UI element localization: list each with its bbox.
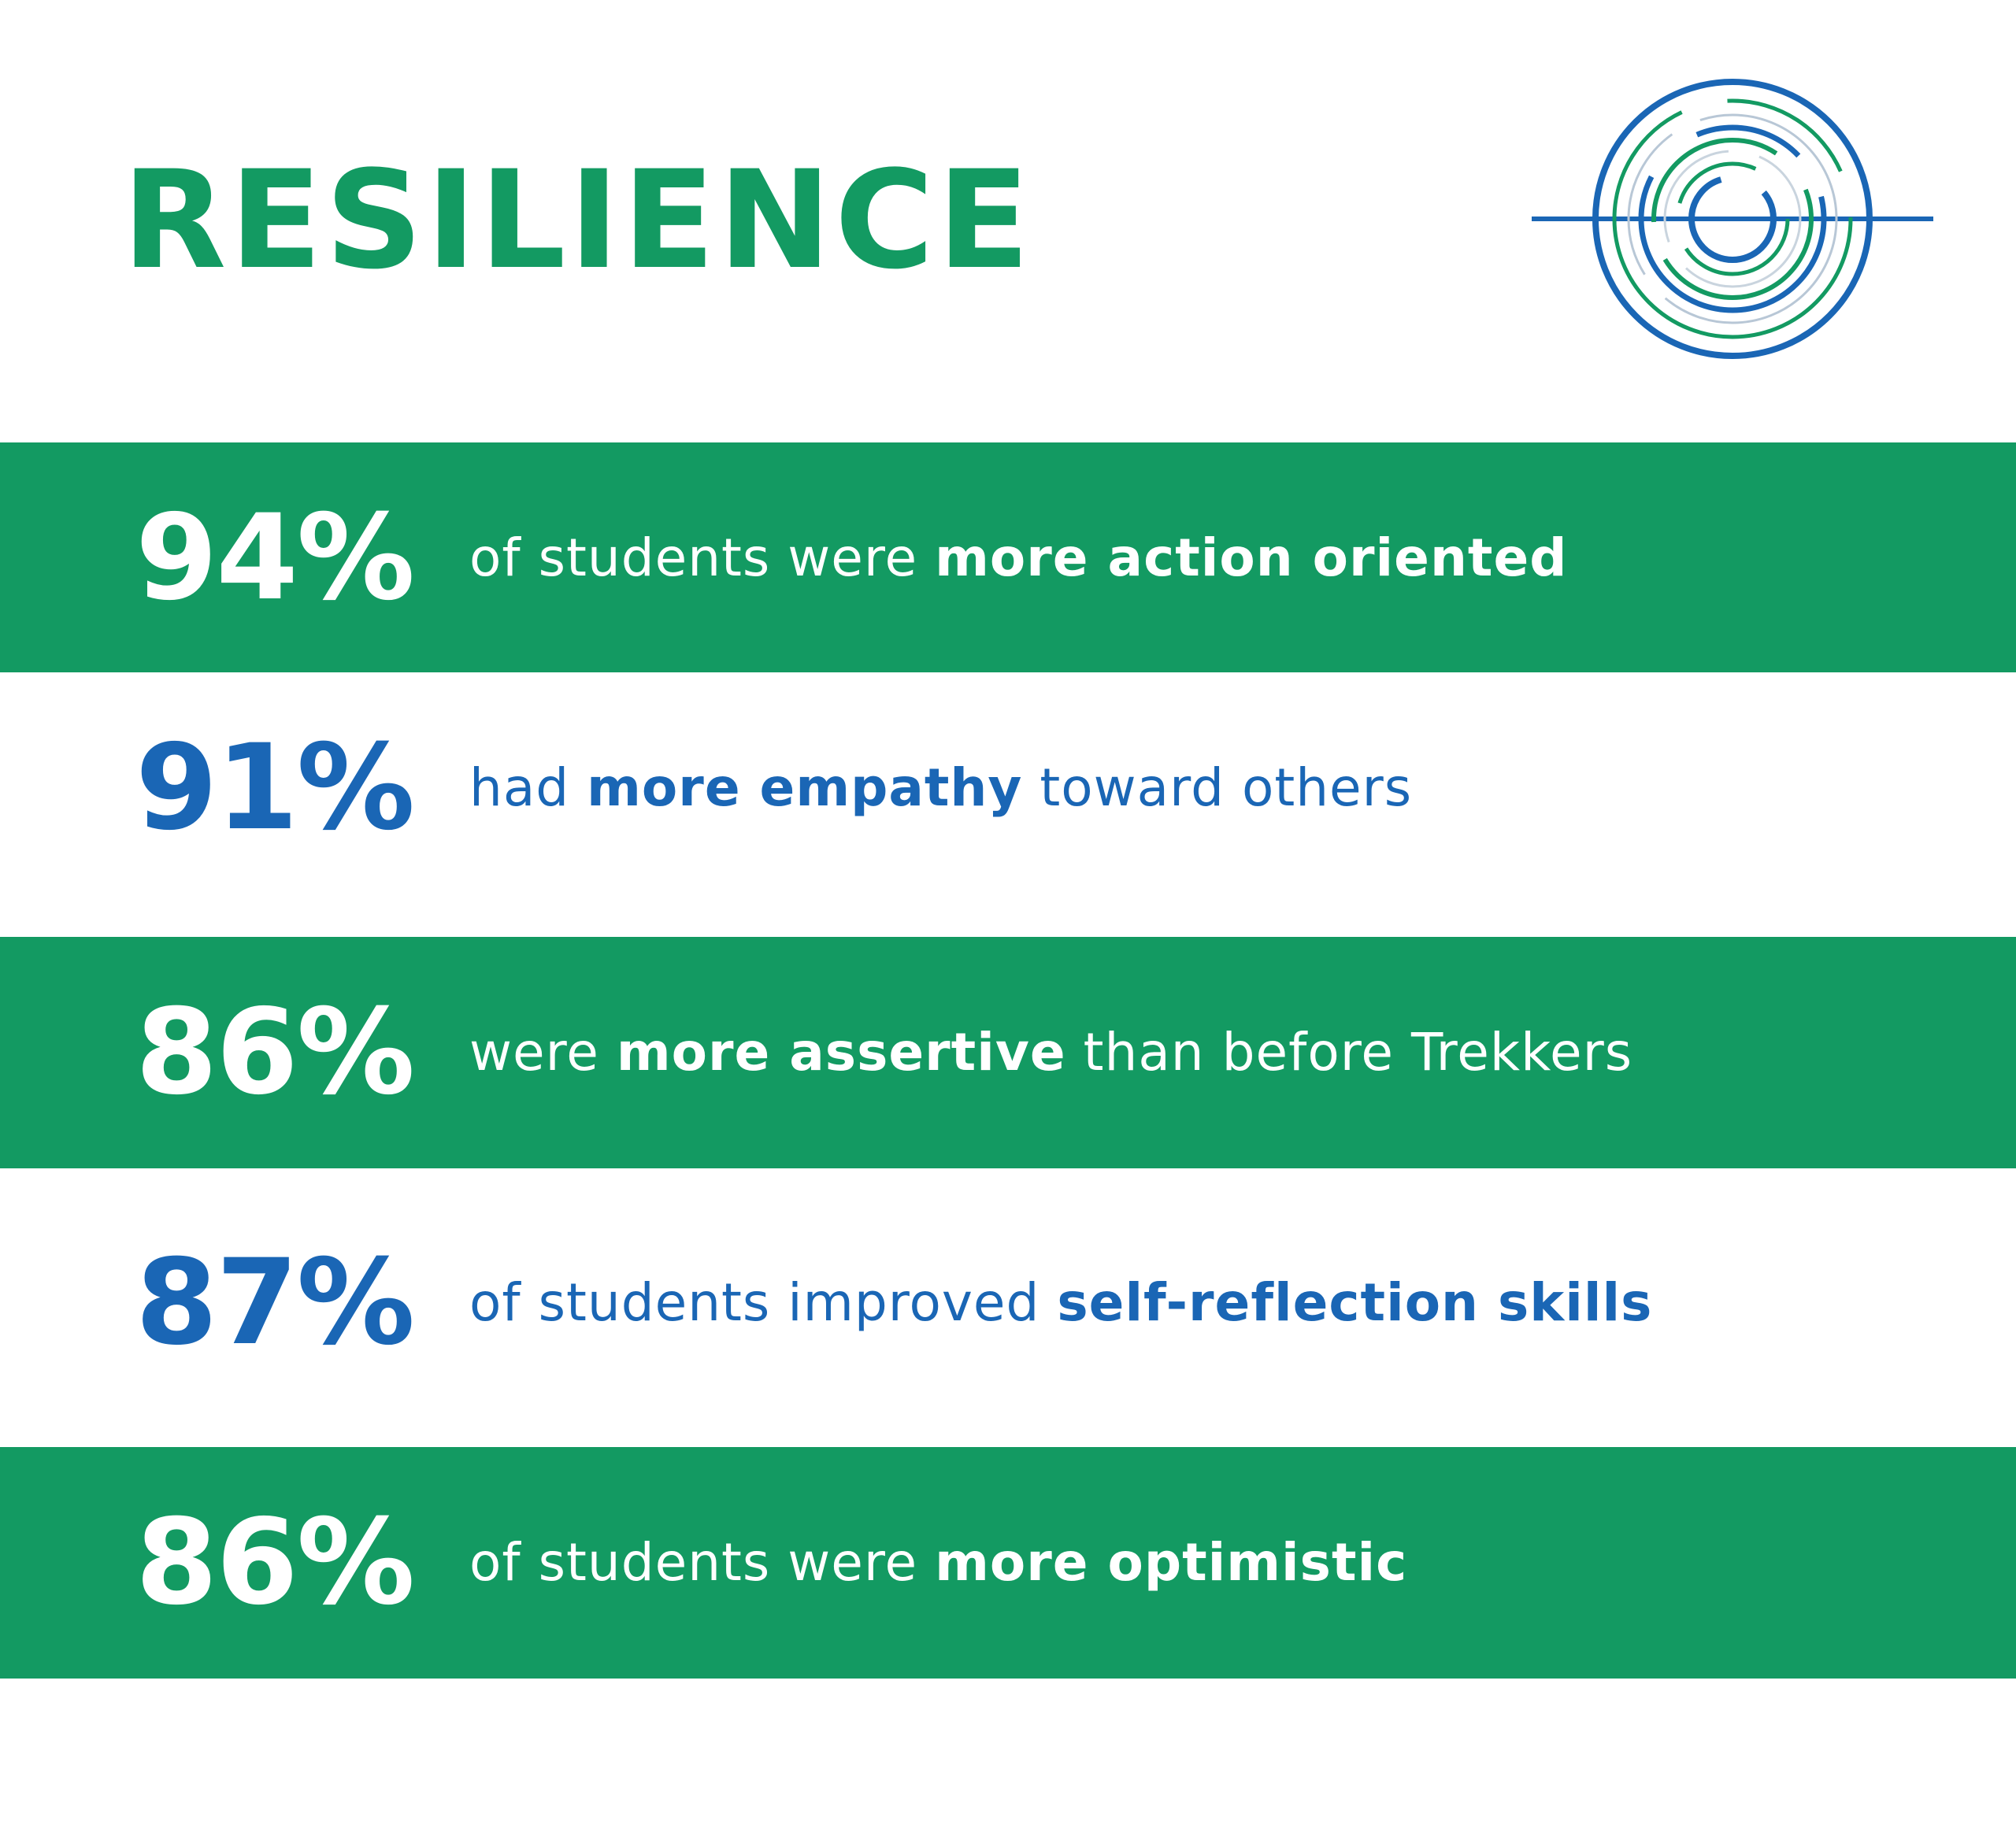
stat-description: of students were more action oriented xyxy=(469,442,1568,674)
stat-percent: 86% xyxy=(135,1494,415,1631)
stat-description: of students improved self-reflection ski… xyxy=(469,1187,1652,1419)
stat-percent: 91% xyxy=(135,720,415,857)
stat-description: had more empathy toward others xyxy=(469,672,1412,904)
stat-row: 87% of students improved self-reflection … xyxy=(0,1187,2016,1419)
page-title: RESILIENCE xyxy=(122,141,1033,299)
stat-percent: 87% xyxy=(135,1234,415,1371)
stat-text: of students improved xyxy=(469,1272,1058,1333)
stat-text: of students were xyxy=(469,1532,936,1593)
stat-text: had xyxy=(469,757,587,818)
stat-description: of students were more optimistic xyxy=(469,1447,1407,1679)
stat-row: 86% were more assertive than before Trekk… xyxy=(0,937,2016,1168)
stat-description: were more assertive than before Trekkers xyxy=(469,937,1632,1168)
stat-highlight: more assertive xyxy=(616,1022,1066,1083)
stat-text: than before Trekkers xyxy=(1065,1022,1633,1083)
stat-row: 91% had more empathy toward others xyxy=(0,672,2016,904)
stat-row: 86% of students were more optimistic xyxy=(0,1447,2016,1679)
stat-row: 94% of students were more action oriented xyxy=(0,442,2016,674)
stat-highlight: more optimistic xyxy=(935,1532,1408,1593)
stat-text: of students were xyxy=(469,527,936,588)
stat-text: were xyxy=(469,1022,617,1083)
stat-highlight: self-reflection skills xyxy=(1057,1272,1653,1333)
stat-highlight: more action oriented xyxy=(935,527,1568,588)
stat-text: toward others xyxy=(1022,757,1413,818)
stat-percent: 86% xyxy=(135,984,415,1121)
stat-highlight: more empathy xyxy=(587,757,1023,818)
concentric-rings-icon xyxy=(1532,79,1933,359)
stat-percent: 94% xyxy=(135,490,415,627)
